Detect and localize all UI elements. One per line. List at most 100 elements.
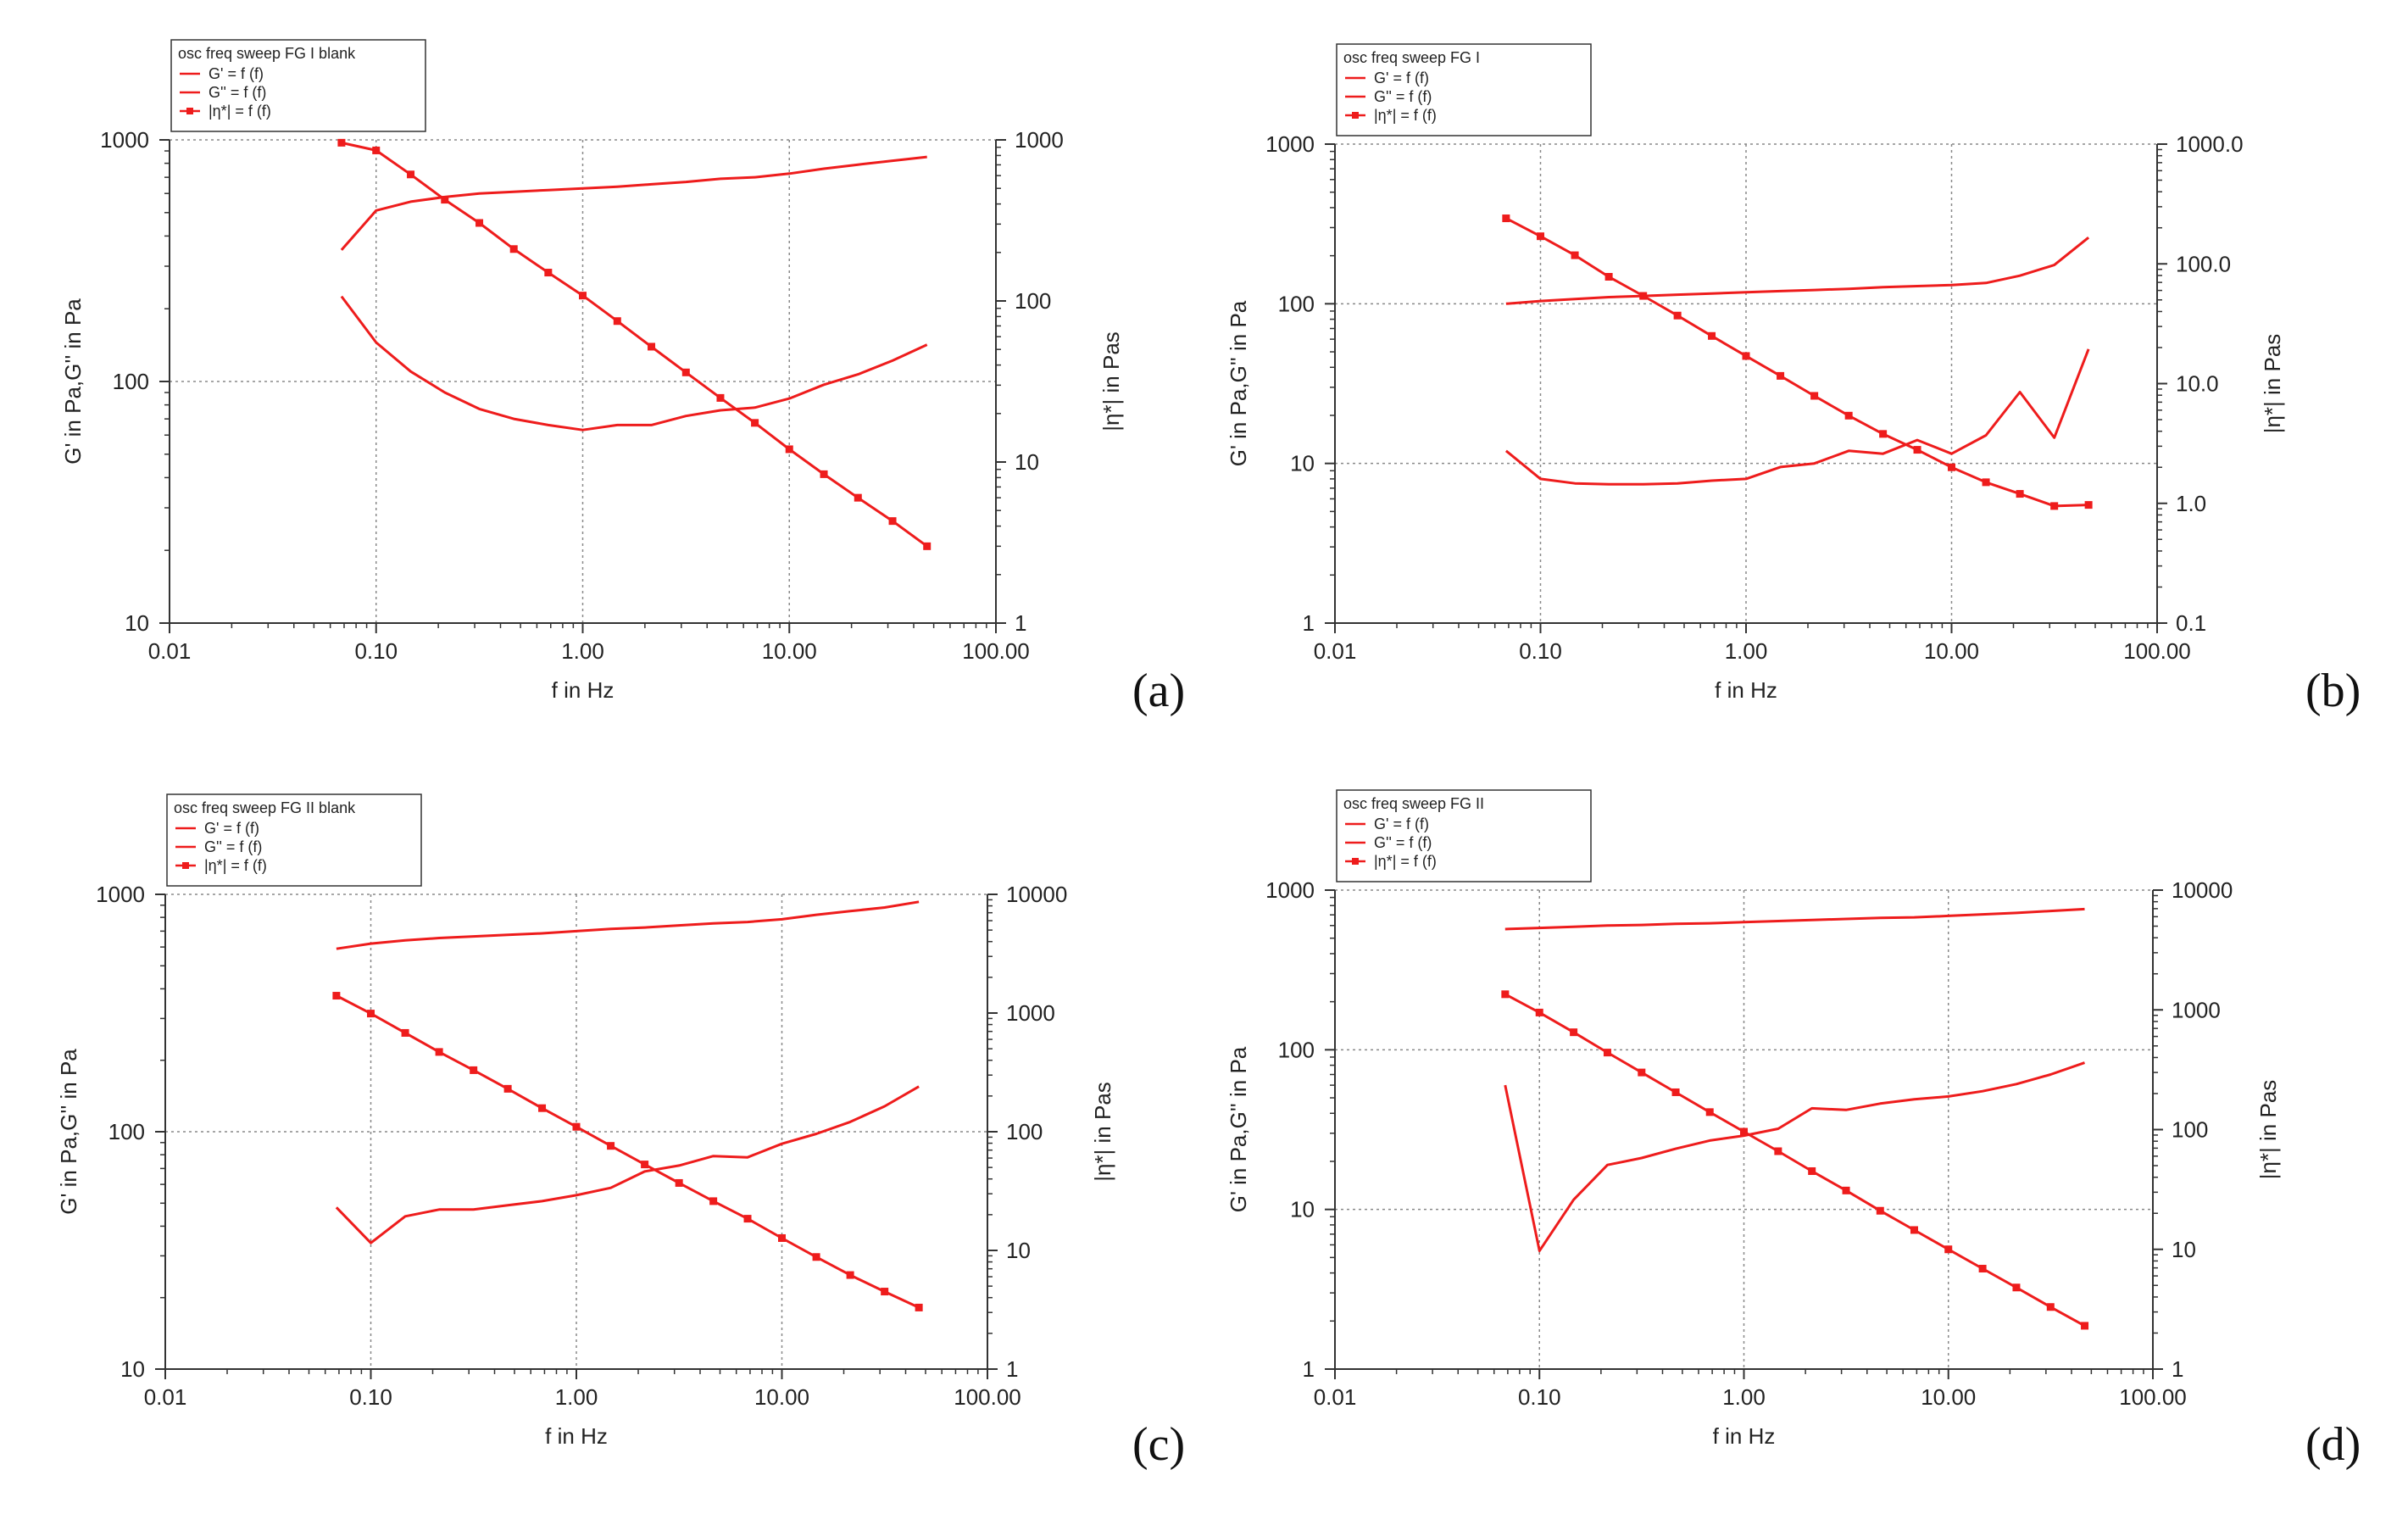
series-line-3 <box>1505 217 2089 508</box>
x-tick-label: 1.00 <box>561 638 604 664</box>
y2-axis-title: |η*| in Pas <box>1098 331 1124 431</box>
y2-axis-title: |η*| in Pas <box>2260 334 2285 434</box>
data-point-marker <box>470 1066 478 1074</box>
y2-tick-label: 1.0 <box>2176 491 2206 516</box>
y-tick-label: 1 <box>1303 1356 1315 1382</box>
legend-marker <box>182 862 189 869</box>
y-tick-label: 10 <box>1290 451 1315 476</box>
data-point-marker <box>475 219 484 227</box>
data-point-marker <box>1740 1127 1748 1136</box>
y2-tick-label: 10000 <box>1006 882 1067 907</box>
y2-tick-label: 100 <box>2172 1117 2208 1143</box>
data-point-marker <box>572 1122 581 1131</box>
data-point-marker <box>337 138 346 147</box>
data-point-marker <box>538 1104 547 1112</box>
data-point-marker <box>1844 411 1853 420</box>
data-point-marker <box>544 269 553 277</box>
data-point-marker <box>367 1010 375 1018</box>
y-tick-label: 10 <box>120 1356 145 1382</box>
legend-entry: G' = f (f) <box>209 65 264 82</box>
x-tick-label: 1.00 <box>555 1384 598 1410</box>
x-tick-label: 100.00 <box>962 638 1030 664</box>
y2-tick-label: 10.0 <box>2176 371 2219 397</box>
data-point-marker <box>1810 392 1819 400</box>
x-tick-label: 0.10 <box>1518 1384 1561 1410</box>
data-point-marker <box>1570 1028 1578 1037</box>
legend-entry: |η*| = f (f) <box>1374 107 1437 124</box>
y-tick-label: 10 <box>125 610 149 636</box>
data-point-marker <box>1501 990 1510 999</box>
y2-tick-label: 1000 <box>1006 1000 1055 1026</box>
data-point-marker <box>613 317 621 326</box>
data-point-marker <box>1944 1245 1953 1254</box>
data-point-marker <box>2016 490 2024 498</box>
data-point-marker <box>1673 311 1682 320</box>
series-line-3 <box>336 994 920 1309</box>
legend-entry: |η*| = f (f) <box>1374 853 1437 870</box>
data-point-marker <box>743 1215 752 1223</box>
data-point-marker <box>1910 1226 1918 1234</box>
y2-tick-label: 10 <box>1015 449 1039 475</box>
x-tick-label: 0.10 <box>354 638 398 664</box>
panel-d: 0.01 0.10 1.00 10.00 100.0011010010001101001… <box>1226 789 2281 1449</box>
x-axis-title: f in Hz <box>545 1423 608 1449</box>
data-point-marker <box>332 992 341 1000</box>
data-point-marker <box>2081 1322 2089 1330</box>
y2-tick-label: 1 <box>1015 610 1026 636</box>
y-tick-label: 1000 <box>1265 877 1315 903</box>
panel-letter-b: (b) <box>2305 665 2361 717</box>
series-line-1 <box>340 155 927 251</box>
data-point-marker <box>846 1271 854 1279</box>
y2-tick-label: 100.0 <box>2176 251 2231 276</box>
legend-entry: G' = f (f) <box>1374 816 1429 832</box>
data-point-marker <box>709 1197 718 1205</box>
y2-tick-label: 100 <box>1015 288 1051 314</box>
legend-marker <box>1352 112 1359 119</box>
x-tick-label: 1.00 <box>1725 638 1768 664</box>
data-point-marker <box>854 493 862 502</box>
panel-letter-d: (d) <box>2305 1418 2361 1471</box>
data-point-marker <box>1978 1265 1987 1273</box>
x-axis-title: f in Hz <box>1715 677 1777 703</box>
x-tick-label: 10.00 <box>1924 638 1979 664</box>
series-line-2 <box>340 295 928 431</box>
panel-b: 0.01 0.10 1.00 10.00 100.00 1 10 100 1000 0.1 1.0 1… <box>1226 43 2285 703</box>
data-point-marker <box>785 445 793 454</box>
x-tick-label: 10.00 <box>762 638 817 664</box>
data-point-marker <box>888 517 897 526</box>
y2-tick-label: 0.1 <box>2176 610 2206 636</box>
data-point-marker <box>1671 1088 1680 1096</box>
data-point-marker <box>503 1084 512 1093</box>
legend-title: osc freq sweep FG I <box>1343 49 1480 66</box>
y2-tick-label: 1000 <box>2172 997 2221 1022</box>
data-point-marker <box>579 292 587 300</box>
data-point-marker <box>435 1048 443 1056</box>
x-axis-title: f in Hz <box>552 677 615 703</box>
data-point-marker <box>2046 1303 2055 1311</box>
y2-tick-label: 10 <box>1006 1238 1031 1263</box>
panel-letter-c: (c) <box>1132 1418 1185 1471</box>
data-point-marker <box>1639 292 1648 300</box>
legend-title: osc freq sweep FG I blank <box>178 45 356 62</box>
x-tick-label: 0.01 <box>1314 1384 1357 1410</box>
legend-entry: |η*| = f (f) <box>209 103 271 120</box>
legend-entry: G' = f (f) <box>204 820 259 837</box>
y-tick-label: 1000 <box>100 127 149 153</box>
x-tick-label: 0.01 <box>1314 638 1357 664</box>
y2-tick-label: 10000 <box>2172 877 2233 903</box>
data-point-marker <box>675 1178 683 1187</box>
x-tick-label: 100.00 <box>2119 1384 2187 1410</box>
y-tick-label: 100 <box>108 1119 145 1144</box>
y-tick-label: 1000 <box>1265 131 1315 157</box>
legend-marker <box>1352 858 1359 865</box>
panel-letter-a: (a) <box>1132 665 1185 717</box>
data-point-marker <box>1604 272 1613 281</box>
series-line-2 <box>1504 348 2090 486</box>
y2-axis-title: |η*| in Pas <box>1090 1082 1115 1182</box>
series-line-2 <box>1504 1061 2085 1253</box>
data-point-marker <box>778 1233 786 1242</box>
legend-box <box>1336 43 1592 136</box>
legend-entry: |η*| = f (f) <box>204 857 267 874</box>
x-tick-label: 100.00 <box>954 1384 1021 1410</box>
